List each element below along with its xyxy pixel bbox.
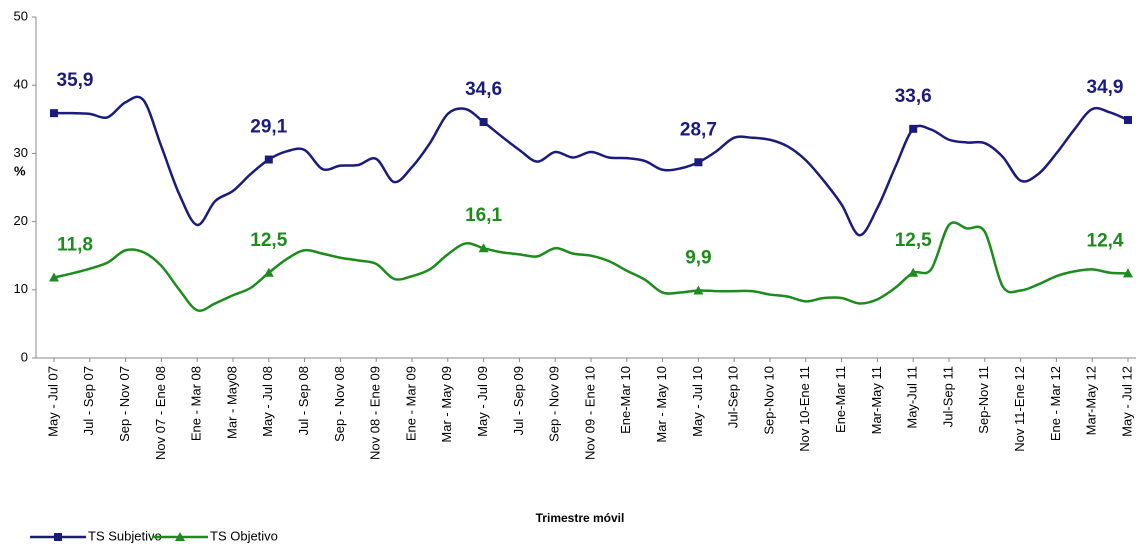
x-tick-label: Ene-Mar 11 bbox=[833, 366, 848, 433]
y-tick-label: 0 bbox=[21, 349, 28, 364]
x-tick-label: Sep - Nov 07 bbox=[117, 366, 132, 442]
value-label: 28,7 bbox=[680, 119, 717, 140]
x-tick-label: Mar-May 11 bbox=[869, 366, 884, 434]
value-label: 11,8 bbox=[57, 235, 93, 256]
x-tick-label: Sep-Nov 11 bbox=[976, 366, 991, 434]
value-label: 12,5 bbox=[895, 230, 932, 251]
marker bbox=[264, 155, 273, 164]
x-tick-label: Mar - May 09 bbox=[439, 366, 454, 443]
y-axis-label: % bbox=[14, 163, 26, 178]
x-tick-label: Ene - Mar 08 bbox=[189, 366, 204, 441]
y-tick-label: 30 bbox=[14, 145, 28, 160]
x-tick-label: Sep - Nov 08 bbox=[332, 366, 347, 442]
marker bbox=[694, 158, 703, 167]
x-tick-label: May - Jul 08 bbox=[260, 366, 275, 437]
line bbox=[53, 221, 1129, 312]
marker bbox=[693, 285, 704, 295]
line bbox=[53, 95, 1129, 237]
x-tick-label: Nov 09 - Ene 10 bbox=[582, 366, 597, 460]
value-label: 35,9 bbox=[57, 70, 94, 91]
y-tick-label: 10 bbox=[14, 281, 28, 296]
x-tick-label: Sep - Nov 09 bbox=[547, 366, 562, 442]
x-tick-label: Sep-Nov 10 bbox=[761, 366, 776, 435]
x-tick-label: Ene - Mar 09 bbox=[403, 366, 418, 441]
marker bbox=[1123, 268, 1133, 278]
marker bbox=[54, 533, 62, 541]
marker bbox=[478, 243, 489, 253]
value-label: 12,5 bbox=[250, 230, 287, 251]
x-tick-label: Nov 10-Ene 11 bbox=[797, 366, 812, 452]
x-tick-label: May - Jul 12 bbox=[1119, 366, 1134, 437]
marker bbox=[263, 267, 274, 277]
x-axis-label: Trimestre móvil bbox=[536, 511, 625, 525]
marker bbox=[175, 532, 185, 541]
value-label: 29,1 bbox=[250, 117, 287, 138]
value-label: 16,1 bbox=[465, 205, 502, 226]
x-tick-label: Ene-Mar 10 bbox=[618, 366, 633, 434]
x-tick-label: Ene - Mar 12 bbox=[1048, 366, 1063, 441]
x-tick-label: May - Jul 10 bbox=[690, 366, 705, 437]
x-tick-label: Nov 07 - Ene 08 bbox=[153, 366, 168, 460]
marker bbox=[1124, 115, 1132, 124]
y-tick-label: 40 bbox=[14, 77, 28, 92]
x-tick-label: Mar - May 10 bbox=[654, 366, 669, 443]
x-tick-label: Jul - Sep 07 bbox=[81, 366, 96, 435]
value-label: 34,6 bbox=[465, 79, 502, 100]
x-tick-label: Jul - Sep 09 bbox=[511, 366, 526, 435]
value-label: 9,9 bbox=[685, 247, 711, 268]
x-tick-label: Nov 11-Ene 12 bbox=[1012, 366, 1027, 452]
marker bbox=[479, 118, 488, 127]
x-tick-label: Mar - May08 bbox=[224, 366, 239, 439]
x-tick-label: Mar-May 12 bbox=[1084, 366, 1099, 435]
y-tick-label: 20 bbox=[14, 213, 28, 228]
marker bbox=[908, 267, 919, 277]
legend-label: TS Subjetivo bbox=[88, 528, 162, 543]
x-tick-label: Nov 08 - Ene 09 bbox=[368, 366, 383, 460]
value-label: 34,9 bbox=[1087, 77, 1124, 98]
x-tick-label: Jul - Sep 08 bbox=[296, 366, 311, 435]
value-label: 12,4 bbox=[1087, 230, 1124, 251]
marker bbox=[50, 109, 58, 118]
legend-label: TS Objetivo bbox=[210, 528, 278, 543]
x-tick-label: May-Jul 11 bbox=[905, 366, 920, 429]
x-tick-label: May - Jul 07 bbox=[45, 366, 60, 437]
x-tick-label: May - Jul 09 bbox=[475, 366, 490, 437]
x-tick-label: Jul-Sep 10 bbox=[726, 366, 741, 428]
marker bbox=[49, 272, 59, 282]
y-tick-label: 50 bbox=[14, 8, 28, 23]
x-tick-label: Jul-Sep 11 bbox=[940, 366, 955, 427]
value-label: 33,6 bbox=[895, 86, 932, 107]
marker bbox=[909, 124, 918, 133]
